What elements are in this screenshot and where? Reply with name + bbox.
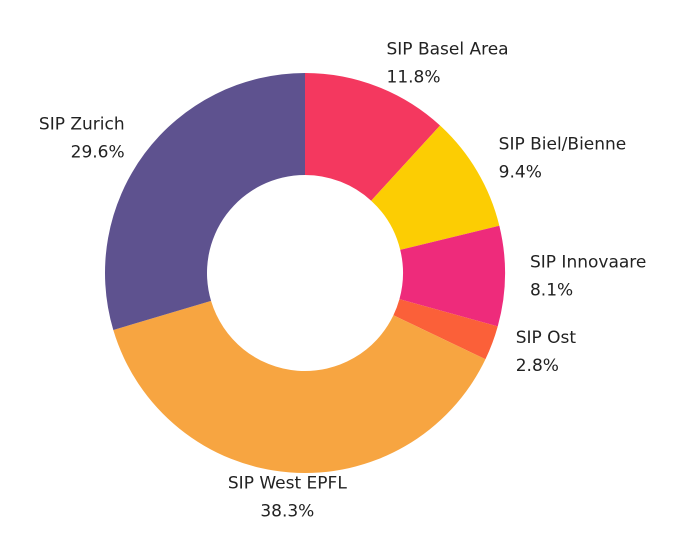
- slice-label: SIP West EPFL: [228, 473, 347, 493]
- slice-value-label: 11.8%: [387, 67, 441, 87]
- slice-value-label: 8.1%: [530, 281, 573, 301]
- slice-label: SIP Innovaare: [530, 253, 646, 273]
- slice-value-label: 38.3%: [260, 501, 314, 521]
- donut-slice: [113, 300, 486, 473]
- donut-slice: [371, 125, 500, 250]
- donut-slice: [105, 73, 305, 331]
- slice-label: SIP Ost: [516, 328, 577, 348]
- slice-label: SIP Basel Area: [387, 39, 509, 59]
- donut-slice: [393, 299, 498, 360]
- slice-label: SIP Zurich: [39, 114, 125, 134]
- slice-value-label: 2.8%: [516, 356, 559, 376]
- slice-value-label: 29.6%: [71, 142, 125, 162]
- slice-value-label: 9.4%: [499, 162, 542, 182]
- slice-label: SIP Biel/Bienne: [499, 134, 627, 154]
- donut-slice: [305, 73, 441, 201]
- donut-slice: [399, 225, 506, 327]
